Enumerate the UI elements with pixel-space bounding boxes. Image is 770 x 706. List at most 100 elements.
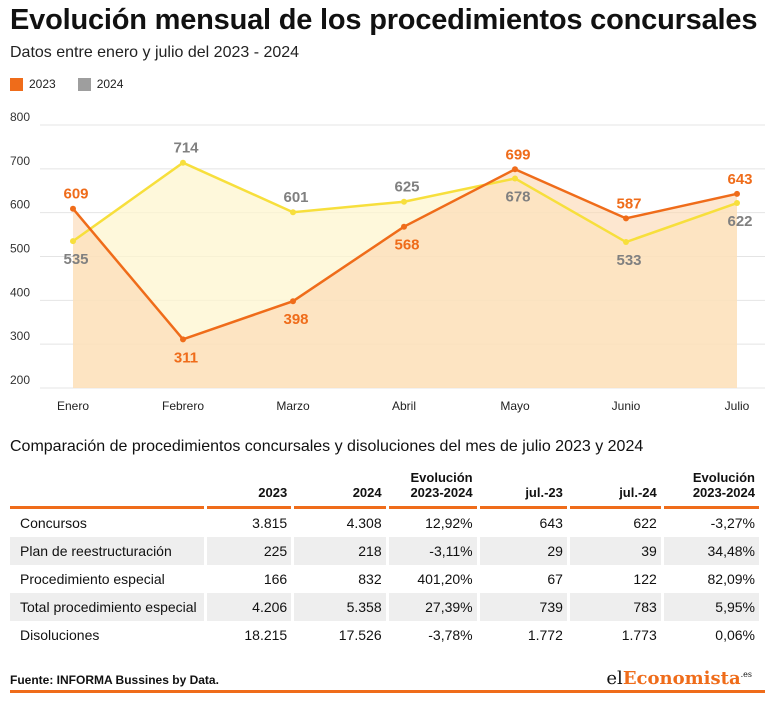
page-title: Evolución mensual de los procedimientos … [10, 4, 758, 36]
data-label-2024: 714 [173, 140, 199, 157]
logo-prefix: el [606, 668, 623, 689]
table-cell: 832 [358, 571, 382, 587]
table-cell: 12,92% [425, 515, 473, 531]
x-tick-label: Marzo [276, 399, 310, 413]
table-cell: 643 [539, 515, 563, 531]
legend-label-2023: 2023 [29, 77, 56, 91]
table-cell: -3,27% [710, 515, 755, 531]
line-chart: 200 300 400 500 600 700 800 609 535 Enero 311 714 Fe… [10, 110, 765, 413]
point-2024 [623, 239, 629, 246]
table-cell: 1.772 [527, 627, 563, 643]
table-cell: 122 [633, 571, 657, 587]
legend-item-2023: 2023 [10, 77, 56, 91]
header-cell: Evolución 2023-2024 [663, 468, 759, 509]
table-cell: 3.815 [252, 515, 288, 531]
y-tick-label: 200 [10, 373, 30, 387]
data-label-2023: 609 [63, 186, 88, 203]
table-cell: 225 [207, 537, 292, 565]
table-cell: -3,11% [388, 537, 477, 565]
row-label-cell: Total procedimiento especial [10, 593, 204, 621]
page-subtitle: Datos entre enero y julio del 2023 - 202… [10, 44, 300, 61]
x-tick-label: Febrero [162, 399, 204, 413]
logo-brand: Economista [622, 668, 741, 689]
point-2024 [70, 238, 76, 245]
point-2024 [180, 159, 186, 166]
logo-suffix: .es [740, 670, 752, 679]
data-label-2024: 678 [505, 188, 530, 205]
chart-legend: 2023 2024 [10, 77, 145, 91]
table-cell: 82,09% [707, 571, 755, 587]
data-label-2023: 699 [505, 146, 530, 163]
y-tick-label: 600 [10, 198, 30, 212]
data-label-2024: 535 [63, 251, 88, 268]
point-2023 [623, 215, 629, 222]
table-cell: 29 [479, 537, 567, 565]
x-tick-label: Julio [725, 399, 750, 413]
data-label-2023: 311 [174, 349, 198, 366]
x-tick-label: Enero [57, 399, 89, 413]
table-cell: 27,39% [388, 593, 477, 621]
table-cell: 18.215 [244, 627, 288, 643]
table-cell: 5,95% [663, 593, 759, 621]
table-cell: 218 [294, 537, 386, 565]
table-cell: 0,06% [715, 627, 755, 643]
point-2023 [734, 190, 740, 197]
x-tick-label: Mayo [500, 399, 530, 413]
table-cell: 1.773 [621, 627, 657, 643]
legend-swatch-2023 [10, 77, 23, 91]
data-label-2024: 625 [394, 179, 419, 196]
header-cell: Evolución 2023-2024 [388, 468, 477, 509]
header-cell: jul.-24 [569, 468, 661, 509]
table-cell: 5.358 [294, 593, 386, 621]
table-cell: 401,20% [417, 571, 473, 587]
row-label-cell: Plan de reestructuración [10, 537, 204, 565]
table-row: Procedimiento especial 166 832 401,20% 67 122… [10, 565, 759, 593]
table-cell: 34,48% [663, 537, 759, 565]
table-cell: 739 [479, 593, 567, 621]
point-2023 [180, 336, 186, 343]
table-cell: 39 [569, 537, 661, 565]
row-label-cell: Disoluciones [20, 627, 100, 643]
header-cell: 2024 [294, 468, 386, 509]
table-cell: -3,78% [428, 627, 473, 643]
table-cell: 17.526 [338, 627, 382, 643]
table-cell: 4.308 [346, 515, 382, 531]
header-cell: 2023 [207, 468, 292, 509]
table-cell: 166 [263, 571, 288, 587]
publisher-logo: elEconomista.es [606, 668, 752, 689]
table-row: Disoluciones 18.215 17.526 -3,78% 1.772 1.773… [10, 621, 759, 649]
y-tick-label: 300 [10, 329, 30, 343]
point-2023 [512, 166, 518, 173]
x-tick-label: Abril [392, 399, 416, 413]
y-tick-label: 500 [10, 242, 30, 256]
table-row: Plan de reestructuración 225 218 -3,11% 29 39… [10, 537, 759, 565]
point-2024 [734, 200, 740, 207]
row-label-cell: Concursos [20, 515, 87, 531]
table-cell: 4.206 [207, 593, 292, 621]
point-2024 [512, 175, 518, 182]
y-tick-label: 700 [10, 154, 30, 168]
table-cell: 67 [547, 571, 563, 587]
table-header-row: 2023 2024 Evolución 2023-2024 jul.-23 jul… [10, 468, 759, 509]
legend-swatch-2024 [77, 77, 91, 91]
area-2023 [73, 169, 737, 388]
table-row: Concursos 3.815 4.308 12,92% 643 622 -3,27% [10, 509, 759, 537]
data-label-2024: 601 [283, 189, 308, 206]
comparison-table: 2023 2024 Evolución 2023-2024 jul.-23 jul… [7, 468, 762, 649]
table-cell: 783 [569, 593, 661, 621]
data-label-2023: 568 [394, 237, 419, 254]
y-tick-label: 400 [10, 285, 30, 299]
data-label-2024: 533 [616, 252, 641, 269]
header-cell: jul.-23 [479, 468, 567, 509]
point-2024 [290, 209, 296, 216]
point-2023 [401, 223, 407, 230]
data-label-2023: 643 [727, 171, 752, 188]
point-2024 [401, 198, 407, 205]
header-cell [10, 468, 204, 509]
footer-divider [10, 690, 765, 693]
data-label-2023: 398 [283, 311, 308, 328]
point-2023 [290, 298, 296, 305]
legend-item-2024: 2024 [77, 77, 123, 91]
data-label-2024: 622 [727, 213, 752, 230]
row-label-cell: Procedimiento especial [20, 571, 165, 587]
